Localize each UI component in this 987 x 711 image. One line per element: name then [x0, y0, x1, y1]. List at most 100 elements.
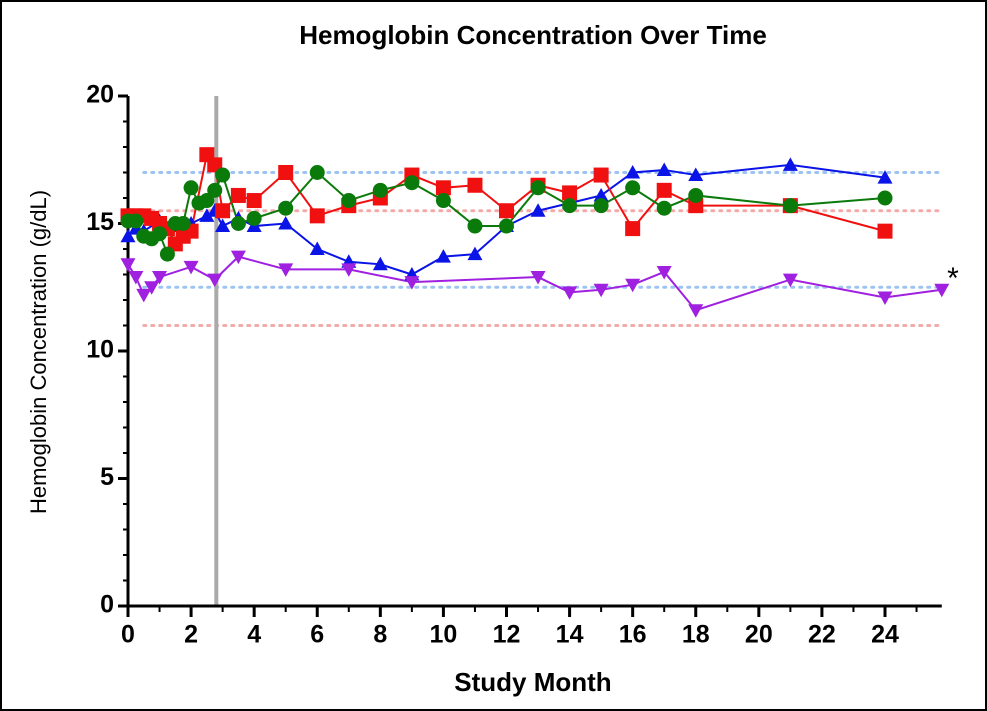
marker: [934, 283, 950, 298]
marker: [246, 193, 262, 209]
marker: [144, 281, 160, 295]
marker: [877, 291, 893, 305]
marker: [230, 187, 246, 203]
marker: [372, 182, 388, 198]
marker: [207, 182, 223, 198]
marker: [499, 218, 514, 234]
x-tick-label: 4: [247, 621, 261, 649]
marker: [435, 193, 451, 209]
marker: [128, 271, 144, 285]
marker: [175, 216, 191, 231]
marker: [207, 273, 223, 288]
marker: [877, 170, 893, 184]
y-tick-label: 20: [86, 81, 114, 109]
x-tick-label: 8: [373, 621, 387, 649]
marker: [467, 177, 483, 193]
marker: [120, 228, 136, 243]
x-tick-label: 2: [184, 621, 198, 649]
y-tick-label: 15: [86, 208, 114, 236]
x-tick-label: 12: [493, 621, 521, 649]
marker: [562, 185, 578, 201]
marker: [782, 273, 798, 288]
marker: [230, 216, 246, 231]
marker: [278, 200, 294, 216]
marker: [688, 304, 704, 318]
marker: [120, 258, 136, 272]
marker: [435, 180, 451, 196]
marker: [309, 241, 325, 255]
marker: [404, 175, 420, 191]
marker: [625, 278, 641, 293]
marker: [199, 208, 215, 222]
marker: [530, 203, 546, 217]
x-tick-label: 18: [682, 621, 710, 649]
marker: [152, 271, 168, 285]
x-axis-label: Study Month: [454, 667, 611, 697]
marker: [215, 203, 231, 219]
x-tick-label: 24: [871, 621, 899, 649]
marker: [183, 260, 199, 275]
marker: [467, 246, 483, 261]
marker: [128, 213, 144, 229]
marker: [278, 165, 294, 180]
marker: [656, 200, 672, 216]
marker: [593, 167, 609, 183]
marker: [278, 263, 294, 277]
marker: [215, 218, 231, 233]
marker: [159, 246, 175, 262]
x-tick-label: 20: [745, 621, 773, 649]
x-tick-label: 22: [808, 621, 836, 649]
marker: [341, 193, 357, 209]
marker: [625, 221, 641, 237]
marker: [688, 187, 704, 203]
marker: [199, 193, 215, 209]
y-tick-label: 10: [86, 336, 114, 364]
marker: [782, 198, 798, 214]
marker: [183, 180, 199, 196]
marker: [593, 198, 609, 214]
marker: [230, 250, 246, 265]
marker: [309, 165, 325, 180]
x-tick-label: 10: [430, 621, 458, 649]
marker: [309, 208, 325, 224]
marker: [656, 162, 672, 176]
marker: [278, 216, 294, 230]
marker: [877, 223, 893, 239]
marker: [246, 210, 262, 226]
y-tick-label: 5: [100, 463, 114, 491]
marker: [215, 167, 231, 183]
marker: [625, 165, 641, 179]
x-tick-label: 14: [556, 621, 584, 649]
marker: [562, 198, 578, 214]
marker: [136, 288, 152, 303]
y-tick-label: 0: [100, 591, 114, 619]
marker: [530, 180, 546, 196]
x-tick-label: 0: [121, 621, 135, 649]
marker: [688, 167, 704, 182]
x-tick-label: 6: [310, 621, 324, 649]
marker: [782, 157, 798, 171]
y-axis-label: Hemoglobin Concentration (g/dL): [26, 190, 51, 514]
marker: [656, 182, 672, 198]
chart-title: Hemoglobin Concentration Over Time: [299, 20, 767, 50]
marker: [467, 218, 483, 234]
marker: [499, 203, 514, 219]
marker: [625, 180, 641, 196]
marker: [372, 256, 388, 271]
marker: [530, 271, 546, 285]
marker: [593, 187, 609, 202]
marker: [404, 276, 420, 290]
annotation: *: [947, 262, 959, 295]
marker: [656, 265, 672, 280]
marker: [341, 263, 357, 277]
marker: [593, 283, 609, 298]
marker: [562, 286, 578, 300]
marker: [435, 249, 451, 263]
marker: [877, 190, 893, 206]
marker: [207, 157, 223, 173]
marker: [152, 226, 168, 242]
x-tick-label: 16: [619, 621, 647, 649]
